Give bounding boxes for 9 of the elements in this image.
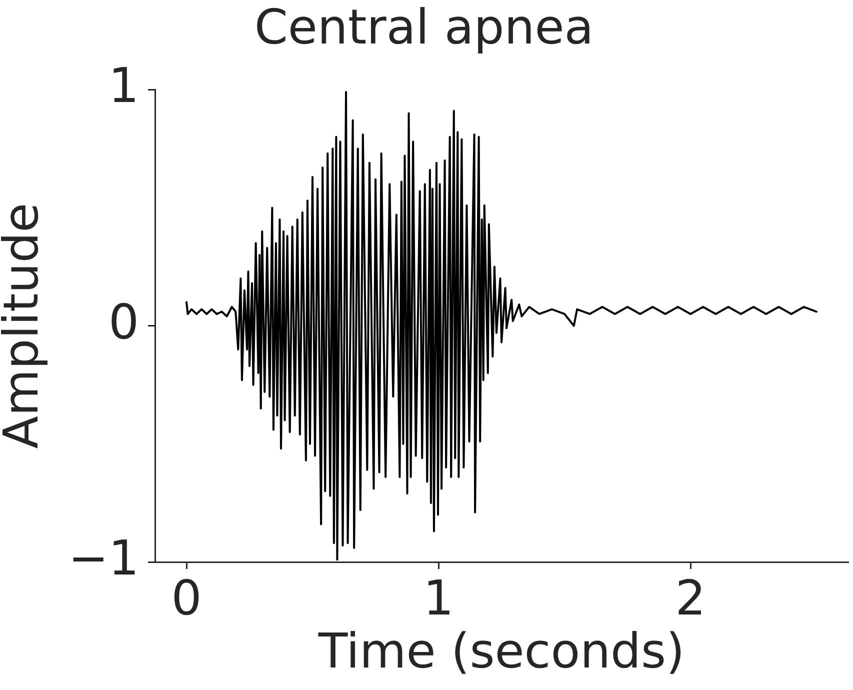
chart-title: Central apnea — [254, 0, 594, 56]
x-tick-label: 2 — [675, 570, 706, 626]
y-tick-label: 1 — [108, 58, 139, 114]
x-tick-label: 0 — [171, 570, 202, 626]
y-tick-label: 0 — [108, 294, 139, 350]
y-tick-label: −1 — [68, 530, 139, 586]
y-axis-title: Amplitude — [0, 202, 50, 449]
x-tick-label: 1 — [423, 570, 454, 626]
x-axis-title: Time (seconds) — [317, 624, 685, 680]
